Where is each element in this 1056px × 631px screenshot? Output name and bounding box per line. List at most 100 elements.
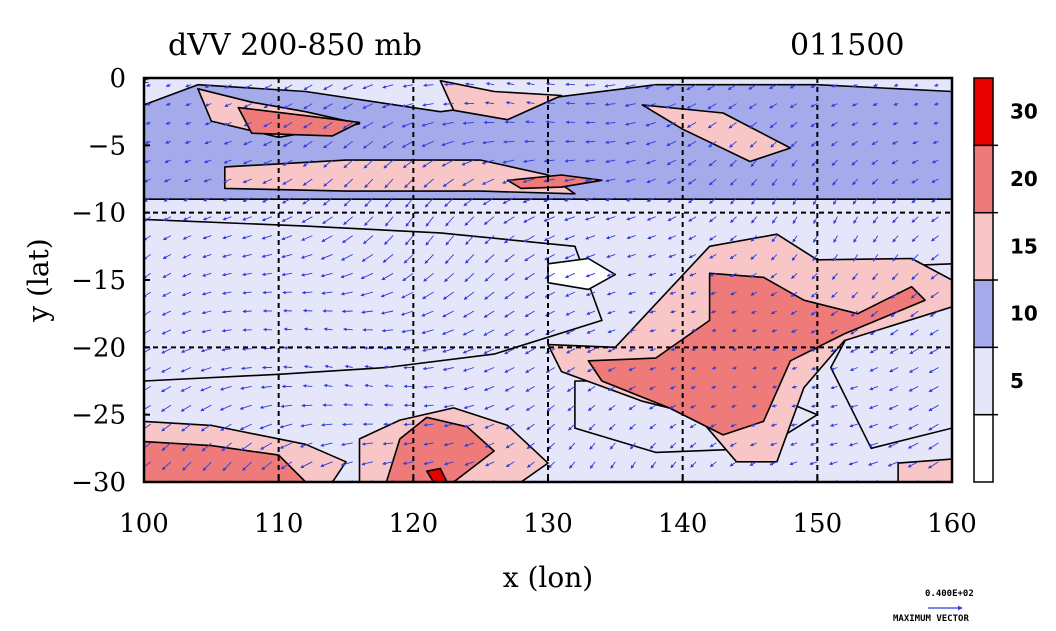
wind-vector-192 [302, 384, 313, 388]
wind-vector-188 [302, 308, 313, 313]
wind-vector-336 [444, 197, 455, 208]
wind-vector-451 [544, 291, 555, 298]
wind-vector-722 [790, 423, 798, 427]
wind-vector-811 [868, 442, 879, 447]
wind-vector-46 [185, 121, 192, 125]
wind-vector-831 [888, 404, 899, 410]
wind-vector-837 [913, 102, 919, 106]
wind-vector-185 [300, 253, 313, 259]
wind-vector-19 [144, 442, 151, 451]
wind-vector-799 [872, 216, 879, 224]
wind-vector-262 [361, 461, 374, 466]
wind-vector-33 [162, 291, 172, 297]
wind-vector-723 [790, 442, 798, 446]
wind-vector-52 [182, 235, 192, 240]
wind-vector-536 [626, 235, 636, 240]
wind-vector-651 [731, 328, 737, 332]
wind-vector-211 [323, 327, 333, 331]
wind-vector-499 [586, 367, 596, 373]
contour-region-6 [506, 174, 603, 190]
origin-marker: E [144, 76, 149, 85]
wind-vector-121 [242, 290, 252, 295]
wind-vector-393 [484, 442, 495, 448]
wind-vector-205 [322, 216, 333, 224]
x-axis-ticks: 100 110 120 130 140 150 160 [119, 476, 977, 539]
wind-vector-552 [645, 121, 656, 127]
wind-vector-818 [891, 159, 899, 165]
wind-vector-113 [243, 140, 252, 146]
y-tick-label--25: −25 [71, 401, 126, 431]
wind-vector-237 [343, 403, 353, 407]
wind-vector-159 [282, 178, 293, 185]
wind-vector-58 [180, 348, 192, 353]
contour-region-18 [897, 458, 952, 482]
wind-vector-729 [810, 140, 818, 147]
wind-vector-557 [646, 216, 656, 221]
wind-vector-719 [791, 366, 798, 370]
wind-vector-565 [649, 367, 656, 371]
wind-vector-798 [872, 197, 879, 205]
wind-vector-660 [748, 84, 757, 90]
wind-vector-102 [221, 347, 232, 352]
wind-vector-338 [445, 235, 455, 246]
wind-vector-860 [933, 121, 939, 125]
wind-vector-349 [443, 442, 454, 447]
wind-vector-724 [789, 461, 798, 466]
wind-vector-771 [851, 102, 858, 107]
wind-vector-265 [381, 103, 394, 109]
wind-vector-749 [830, 103, 838, 107]
wind-vector-387 [483, 329, 495, 336]
wind-vector-709 [792, 178, 798, 187]
wind-vector-173 [279, 442, 293, 449]
wind-vector-824 [891, 272, 899, 281]
wind-vector-705 [789, 103, 798, 108]
wind-vector-494 [585, 272, 596, 278]
wind-vector-15 [144, 367, 151, 373]
wind-vector-576 [666, 159, 677, 165]
wind-vector-599 [687, 178, 697, 185]
wind-vector-371 [464, 442, 475, 447]
wind-vector-632 [711, 385, 717, 389]
wind-vector-790 [848, 461, 858, 466]
wind-vector-864 [931, 197, 939, 203]
wind-vector-607 [691, 328, 697, 332]
wind-vector-408 [504, 310, 515, 318]
wind-vector-246 [363, 159, 374, 169]
x-tick-label-100: 100 [119, 509, 169, 539]
wind-vector-480 [568, 423, 576, 431]
chart-title: dVV 200-850 mb [168, 28, 422, 63]
y-axis-ticks: 0 −5 −10 −15 −20 −25 −30 [71, 64, 150, 498]
wind-vector-478 [566, 386, 576, 392]
wind-vector-867 [930, 254, 939, 261]
colorbar-bin-3 [973, 211, 994, 281]
wind-vector-279 [383, 365, 394, 369]
wind-vector-866 [931, 235, 939, 242]
wind-vector-385 [484, 291, 495, 300]
y-tick-label--10: −10 [71, 199, 126, 229]
wind-vector-647 [729, 254, 737, 260]
wind-vector-848 [910, 310, 919, 318]
wind-vector-413 [504, 404, 515, 411]
wind-vector-852 [908, 386, 919, 392]
wind-vector-132 [263, 84, 273, 90]
wind-vector-540 [628, 310, 636, 314]
wind-vector-491 [584, 216, 596, 221]
wind-vector-644 [730, 197, 737, 205]
wind-vector-636 [709, 461, 717, 468]
wind-vector-714 [791, 272, 798, 279]
wind-vector-622 [709, 197, 717, 204]
wind-vector-308 [423, 83, 434, 88]
wind-vector-577 [666, 178, 677, 184]
wind-vector-555 [646, 178, 656, 184]
wind-vector-448 [543, 235, 555, 242]
wind-vector-846 [911, 272, 919, 280]
wind-vector-193 [301, 403, 313, 408]
wind-vector-561 [648, 291, 656, 295]
wind-vector-438 [526, 461, 535, 468]
wind-vector-658 [729, 461, 737, 467]
wind-vector-235 [344, 364, 353, 369]
wind-vector-826 [890, 310, 899, 318]
wind-vector-93 [223, 178, 232, 183]
wind-vector-614 [690, 461, 697, 468]
wind-vector-37 [161, 367, 172, 373]
